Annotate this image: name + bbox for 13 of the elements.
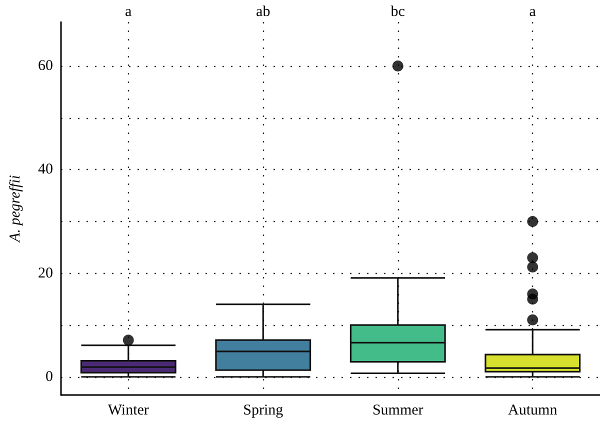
y-tick-label: 20 [38,265,53,282]
x-tick-label: Winter [108,402,149,418]
text: a [125,4,132,20]
x-tick-label: Summer [372,402,424,418]
x-tick-label: Autumn [508,402,558,418]
x-tick-label: Spring [243,402,284,418]
text: ab [256,4,270,20]
text: bc [390,4,406,20]
y-tick-label: 40 [38,162,53,178]
y-tick-label: 0 [46,368,53,385]
text: a [529,4,536,20]
y-tick-label: 60 [38,58,53,74]
y-axis-title: A. pegreffii [8,175,24,243]
